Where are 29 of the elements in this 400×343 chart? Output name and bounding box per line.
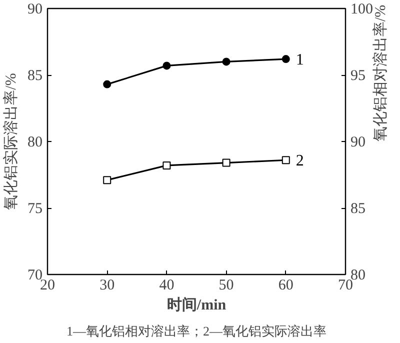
y2-tick-label: 100 <box>350 2 373 18</box>
y-tick-label: 80 <box>28 134 42 150</box>
point <box>162 161 171 170</box>
x-tick-label: 70 <box>338 278 353 294</box>
y-tick-label: 90 <box>28 2 42 18</box>
x-tick-label: 50 <box>218 278 234 294</box>
point <box>282 55 290 64</box>
x-tick-label: 40 <box>159 278 174 294</box>
y2-tick-label: 90 <box>350 134 366 150</box>
point <box>222 58 230 66</box>
point <box>162 62 171 70</box>
y2-tick-label: 85 <box>350 201 366 217</box>
series-label: 2 <box>296 152 304 170</box>
y-tick-label: 75 <box>28 201 42 217</box>
point <box>103 80 112 88</box>
point <box>282 156 290 164</box>
point <box>103 176 112 184</box>
x-tick-label: 20 <box>40 278 55 294</box>
x-tick-label: 60 <box>278 278 294 294</box>
x-tick-label: 30 <box>100 278 115 294</box>
point <box>222 158 230 167</box>
y-axis-title: 氧化铝实际溶出率/% <box>2 73 20 210</box>
text: 1—氧化铝相对溶出率；2—氧化铝实际溶出率 <box>66 324 326 338</box>
y-tick-label: 85 <box>28 68 42 84</box>
x-axis-title: 时间/min <box>166 296 227 314</box>
y2-axis-title: 氧化铝相对溶出率/% <box>372 4 389 142</box>
y-tick-label: 70 <box>28 268 42 284</box>
y2-tick-label: 95 <box>350 68 366 84</box>
series-label: 1 <box>296 52 304 69</box>
